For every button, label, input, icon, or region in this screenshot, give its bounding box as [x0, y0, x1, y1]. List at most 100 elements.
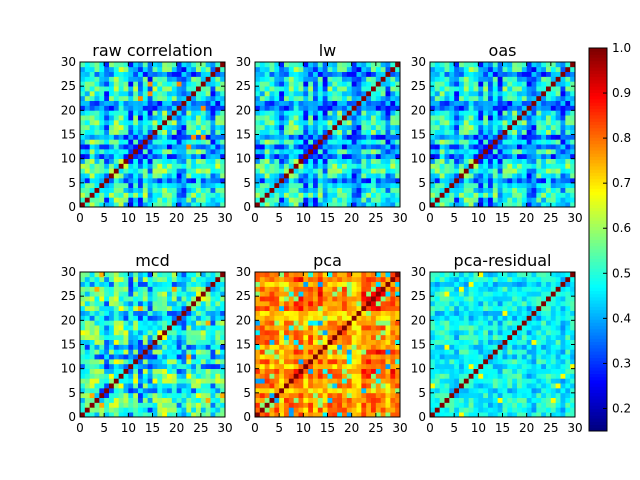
- heatmap-cell: [555, 388, 561, 394]
- heatmap-cell: [375, 363, 382, 370]
- heatmap-cell: [550, 91, 557, 97]
- heatmap-cell: [550, 158, 557, 164]
- heatmap-cell: [517, 397, 523, 403]
- heatmap-cell: [337, 272, 343, 278]
- heatmap-cell: [308, 192, 314, 198]
- heatmap-cell: [279, 100, 285, 106]
- heatmap-cell: [560, 149, 566, 155]
- heatmap-cell: [142, 272, 149, 278]
- heatmap-cell: [303, 305, 309, 312]
- heatmap-cell: [259, 124, 266, 131]
- heatmap-cell: [269, 182, 275, 189]
- heatmap-cell: [89, 71, 95, 77]
- heatmap-cell: [152, 281, 158, 287]
- heatmap-cell: [123, 402, 129, 408]
- heatmap-cell: [186, 81, 192, 87]
- heatmap-cell: [94, 187, 100, 193]
- heatmap-cell: [356, 202, 362, 208]
- heatmap-cell: [395, 153, 401, 160]
- heatmap-cell: [167, 163, 173, 169]
- heatmap-cell: [550, 402, 557, 408]
- heatmap-cell: [395, 115, 401, 121]
- heatmap-cell: [327, 281, 333, 287]
- heatmap-cell: [390, 344, 396, 350]
- heatmap-cell: [157, 281, 163, 287]
- heatmap-cell: [123, 315, 129, 321]
- heatmap-cell: [167, 110, 173, 116]
- heatmap-cell: [463, 178, 470, 184]
- heatmap-cell: [123, 363, 129, 370]
- heatmap-cell: [259, 397, 266, 403]
- heatmap-cell: [488, 388, 494, 394]
- heatmap-cell: [264, 139, 270, 145]
- heatmap-cell: [483, 168, 489, 174]
- heatmap-cell: [200, 286, 207, 292]
- heatmap-cell: [293, 363, 299, 370]
- heatmap-cell: [366, 320, 372, 326]
- heatmap-cell: [371, 368, 377, 374]
- heatmap-cell: [517, 66, 523, 73]
- heatmap-cell: [332, 163, 338, 169]
- heatmap-cell: [128, 368, 134, 374]
- heatmap-cell: [444, 120, 450, 126]
- heatmap-cell: [483, 383, 489, 389]
- heatmap-cell: [536, 95, 542, 102]
- heatmap-cell: [152, 383, 158, 389]
- heatmap-cell: [488, 81, 494, 87]
- heatmap-cell: [332, 373, 338, 379]
- heatmap-cell: [385, 281, 391, 287]
- heatmap-cell: [342, 388, 348, 394]
- heatmap-cell: [463, 407, 470, 413]
- heatmap-cell: [255, 373, 261, 379]
- heatmap-cell: [128, 81, 134, 87]
- heatmap-cell: [142, 192, 149, 198]
- heatmap-cell: [322, 383, 328, 389]
- heatmap-cell: [322, 325, 328, 331]
- heatmap-cell: [200, 100, 207, 106]
- heatmap-cell: [317, 66, 324, 73]
- heatmap-cell: [483, 202, 489, 208]
- heatmap-cell: [288, 378, 295, 384]
- heatmap-cell: [478, 182, 484, 189]
- heatmap-cell: [380, 120, 386, 126]
- heatmap-cell: [104, 397, 110, 403]
- heatmap-cell: [459, 178, 465, 184]
- heatmap-cell: [210, 139, 216, 145]
- heatmap-cell: [298, 105, 304, 111]
- heatmap-cell: [512, 100, 518, 106]
- heatmap-cell: [546, 158, 552, 164]
- heatmap-cell: [176, 105, 182, 111]
- heatmap-cell: [264, 276, 270, 283]
- heatmap-cell: [264, 115, 270, 121]
- heatmap-cell: [555, 158, 561, 164]
- heatmap-cell: [293, 305, 299, 312]
- heatmap-cell: [560, 100, 566, 106]
- heatmap-cell: [104, 71, 110, 77]
- heatmap-cell: [288, 301, 295, 307]
- heatmap-cell: [80, 86, 86, 92]
- heatmap-cell: [507, 115, 513, 121]
- heatmap-cell: [142, 315, 149, 321]
- heatmap-cell: [351, 272, 357, 278]
- heatmap-cell: [157, 66, 163, 73]
- heatmap-cell: [512, 62, 518, 68]
- heatmap-cell: [507, 62, 513, 68]
- heatmap-cell: [138, 388, 144, 394]
- heatmap-cell: [284, 281, 290, 287]
- heatmap-cell: [181, 144, 187, 150]
- heatmap-cell: [298, 192, 304, 198]
- heatmap-cell: [157, 330, 163, 336]
- heatmap-cell: [361, 158, 367, 164]
- heatmap-cell: [322, 86, 328, 92]
- heatmap-cell: [546, 173, 552, 179]
- heatmap-cell: [308, 202, 314, 208]
- heatmap-cell: [337, 354, 343, 360]
- heatmap-cell: [293, 392, 299, 399]
- heatmap-cell: [332, 81, 338, 87]
- heatmap-cell: [375, 305, 382, 312]
- heatmap-cell: [454, 173, 460, 179]
- heatmap-cell: [152, 344, 158, 350]
- heatmap-cell: [205, 344, 211, 350]
- heatmap-cell: [371, 373, 377, 379]
